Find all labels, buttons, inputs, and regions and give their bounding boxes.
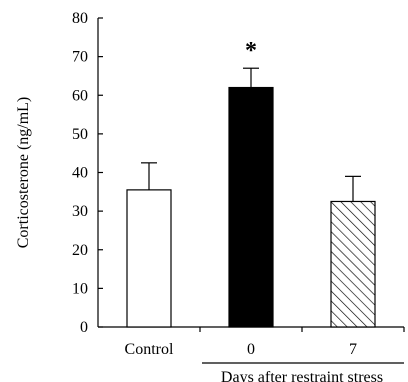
bar-0 xyxy=(228,86,274,328)
bars xyxy=(126,86,376,328)
y-axis-title: Corticosterone (ng/mL) xyxy=(15,97,32,249)
y-tick-label: 60 xyxy=(72,87,88,104)
annotations: * xyxy=(245,38,257,64)
error-bars xyxy=(141,67,361,202)
y-tick-label: 0 xyxy=(80,319,88,336)
category-label: 0 xyxy=(247,341,255,358)
y-tick-label: 80 xyxy=(72,10,88,27)
y-tick-label: 20 xyxy=(72,242,88,259)
y-ticks: 0 10 20 30 40 50 60 70 80 xyxy=(72,10,405,336)
bar-7 xyxy=(330,200,376,328)
y-tick-label: 10 xyxy=(72,280,88,297)
y-tick-label: 40 xyxy=(72,165,88,182)
significance-marker: * xyxy=(245,38,257,64)
y-tick-label: 70 xyxy=(72,49,88,66)
group-label: Days after restraint stress xyxy=(221,369,383,382)
category-labels: Control 0 7 xyxy=(125,341,357,358)
y-tick-label: 30 xyxy=(72,203,88,220)
category-label: 7 xyxy=(349,341,357,358)
bar-control xyxy=(126,189,172,328)
category-label: Control xyxy=(125,341,174,358)
y-tick-label: 50 xyxy=(72,126,88,143)
